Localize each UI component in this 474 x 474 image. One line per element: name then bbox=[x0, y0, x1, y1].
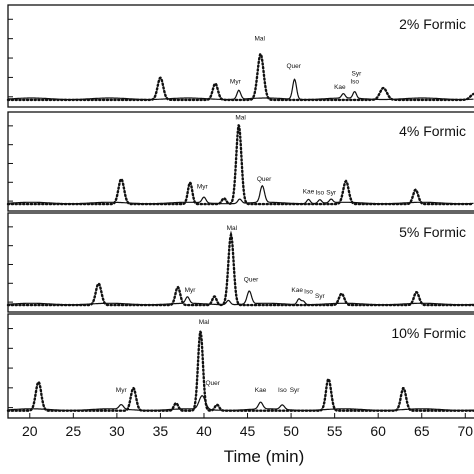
peak-label: Quer bbox=[257, 176, 272, 183]
solid-trace bbox=[8, 184, 474, 205]
x-axis: 20 25 30 35 40 45 50 55 60 65 70 bbox=[22, 413, 473, 439]
panel-label: 2% Formic bbox=[399, 16, 466, 32]
x-tick-label: 45 bbox=[240, 423, 256, 439]
x-tick-label: 55 bbox=[327, 423, 343, 439]
panel-label: 10% Formic bbox=[391, 325, 466, 341]
peak-label: Myr bbox=[185, 287, 197, 294]
dotted-trace bbox=[6, 121, 474, 206]
x-tick-label: 50 bbox=[283, 423, 299, 439]
x-tick-label: 35 bbox=[153, 423, 169, 439]
solid-trace bbox=[8, 290, 474, 306]
dotted-trace bbox=[6, 327, 474, 412]
peak-label: Myr bbox=[230, 79, 242, 86]
x-tick-label: 65 bbox=[414, 423, 430, 439]
peak-label: Mal bbox=[199, 319, 210, 326]
peak-label: Kae bbox=[255, 387, 267, 394]
dotted-trace bbox=[6, 230, 474, 307]
peak-label: Syr bbox=[352, 70, 363, 77]
panel-2: 4% Formic Mal Myr Quer Kae Iso Syr bbox=[6, 111, 474, 212]
x-tick-label: 70 bbox=[458, 423, 474, 439]
peak-label: Syr bbox=[290, 387, 301, 394]
peak-label: Mal bbox=[227, 225, 238, 232]
x-tick-label: 40 bbox=[196, 423, 212, 439]
peak-label: Iso bbox=[278, 387, 287, 394]
panel-label: 5% Formic bbox=[399, 224, 466, 240]
panel-frame bbox=[7, 4, 474, 108]
solid-trace bbox=[8, 395, 474, 411]
peak-label: Mal bbox=[235, 114, 246, 121]
peak-label: Myr bbox=[197, 183, 209, 190]
panel-frame bbox=[7, 111, 474, 212]
panel-4: 10% Formic Mal Myr Quer Kae Iso Syr bbox=[6, 313, 474, 419]
peak-label: Quer bbox=[286, 63, 301, 70]
x-tick-label: 60 bbox=[370, 423, 386, 439]
peak-label: Quer bbox=[205, 380, 220, 387]
peak-label: Iso bbox=[304, 289, 313, 296]
peak-label: Kae bbox=[291, 287, 303, 294]
peak-label: Mal bbox=[254, 36, 265, 43]
peak-label: Iso bbox=[315, 190, 324, 197]
panel-1: 2% Formic Mal Myr Quer Kae Syr Iso bbox=[6, 4, 474, 108]
peak-label: Syr bbox=[315, 293, 326, 300]
peak-label: Syr bbox=[326, 190, 337, 197]
peak-label: Kae bbox=[303, 188, 315, 195]
panel-label: 4% Formic bbox=[399, 123, 466, 139]
panel-frame bbox=[7, 212, 474, 313]
x-tick-label: 20 bbox=[22, 423, 38, 439]
peak-label: Myr bbox=[116, 387, 128, 394]
peak-label: Iso bbox=[350, 79, 359, 86]
dotted-trace bbox=[6, 53, 474, 102]
peak-label: Quer bbox=[244, 276, 259, 283]
panel-frame bbox=[7, 313, 474, 419]
x-axis-label: Time (min) bbox=[224, 447, 305, 466]
peak-label: Kae bbox=[334, 84, 346, 91]
x-tick-label: 25 bbox=[66, 423, 82, 439]
x-tick-label: 30 bbox=[109, 423, 125, 439]
